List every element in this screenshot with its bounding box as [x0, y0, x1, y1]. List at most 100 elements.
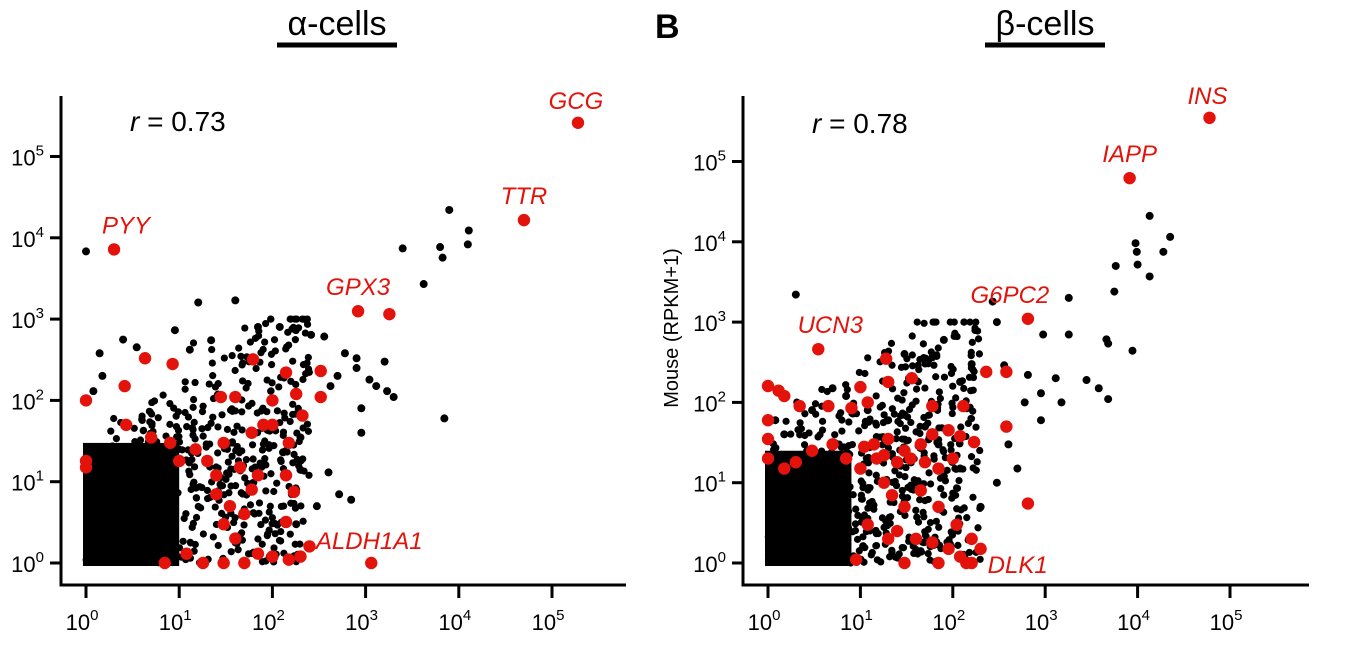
- alpha-cloud-point: [148, 460, 156, 468]
- beta-cloud-point: [782, 417, 790, 425]
- beta-cloud-point: [818, 426, 827, 434]
- beta-x-tick-label: 103: [1025, 607, 1058, 635]
- alpha-cloud-point: [208, 345, 216, 354]
- alpha-cloud-point: [228, 407, 236, 415]
- alpha-cloud-point: [293, 455, 301, 463]
- alpha-cloud-point: [103, 531, 111, 539]
- beta-gene-label: UCN3: [798, 312, 864, 339]
- beta-cloud-point: [781, 517, 789, 525]
- beta-cloud-point: [828, 520, 836, 528]
- alpha-cloud-point: [163, 489, 172, 497]
- alpha-cloud-point: [227, 482, 235, 490]
- alpha-gene-point: [320, 332, 329, 341]
- alpha-cloud-point: [254, 535, 262, 543]
- alpha-cloud-point: [96, 485, 104, 493]
- beta-cloud-point: [940, 491, 948, 499]
- beta-cloud-point: [891, 467, 899, 475]
- alpha-cloud-point: [151, 536, 159, 544]
- beta-cloud-point: [774, 515, 782, 523]
- beta-cloud-point: [947, 362, 955, 371]
- beta-cloud-point: [797, 425, 806, 433]
- beta-cloud-point: [912, 385, 921, 393]
- alpha-marker-gene-point: [314, 390, 327, 404]
- alpha-cloud-point: [146, 545, 154, 554]
- beta-gene-point: [791, 290, 800, 299]
- alpha-marker-gene-point: [217, 436, 230, 450]
- beta-cloud-point: [921, 360, 929, 368]
- alpha-cloud-point: [291, 540, 299, 548]
- alpha-cloud-point: [299, 424, 307, 432]
- alpha-cloud-point: [218, 411, 226, 419]
- beta-cloud-point: [811, 400, 820, 408]
- beta-cloud-point: [935, 523, 943, 531]
- alpha-y-tick-label: 103: [11, 305, 44, 333]
- beta-cloud-point: [809, 474, 817, 482]
- beta-cloud-point: [831, 431, 839, 439]
- beta-cloud-point: [913, 318, 921, 326]
- beta-cloud-point: [790, 498, 798, 506]
- beta-cloud-point: [792, 520, 801, 528]
- beta-cloud-point: [853, 535, 862, 543]
- alpha-gene-point: [185, 345, 194, 354]
- alpha-cloud-point: [263, 376, 271, 384]
- alpha-gene-label: GCG: [549, 88, 604, 115]
- beta-marker-gene-point: [980, 365, 993, 379]
- beta-cloud-point: [775, 509, 783, 517]
- alpha-cloud-point: [263, 408, 271, 416]
- beta-marker-gene-point: [854, 462, 867, 475]
- alpha-cloud-point: [139, 509, 147, 517]
- alpha-cloud-point: [291, 336, 299, 344]
- beta-cloud-point: [921, 497, 929, 505]
- beta-marker-gene-point: [909, 532, 923, 546]
- beta-cloud-point: [838, 470, 846, 478]
- beta-gene-point: [828, 384, 837, 393]
- alpha-gene-point: [438, 253, 447, 262]
- alpha-marker-gene-point: [383, 307, 396, 321]
- alpha-cloud-point: [246, 338, 254, 346]
- beta-gene-point: [1166, 232, 1175, 241]
- beta-cloud-point: [864, 354, 872, 362]
- beta-marker-gene-point: [761, 452, 775, 465]
- alpha-cloud-point: [102, 487, 111, 495]
- alpha-cloud-point: [270, 487, 278, 496]
- alpha-cloud-point: [286, 530, 294, 538]
- beta-marker-gene-point: [885, 488, 899, 502]
- beta-cloud-point: [872, 541, 881, 550]
- alpha-cloud-point: [271, 530, 279, 538]
- beta-cloud-point: [925, 411, 933, 419]
- beta-cloud-point: [891, 477, 899, 486]
- alpha-marker-gene-point: [158, 556, 171, 570]
- beta-cloud-point: [952, 394, 960, 402]
- beta-cloud-point: [882, 517, 890, 525]
- beta-cloud-point: [899, 544, 908, 552]
- beta-cloud-point: [872, 471, 880, 479]
- alpha-cloud-point: [135, 553, 143, 561]
- alpha-cloud-point: [190, 418, 198, 426]
- beta-cloud-point: [765, 513, 773, 521]
- alpha-marker-gene-point: [365, 556, 378, 570]
- alpha-cloud-point: [96, 478, 104, 486]
- beta-y-tick-label: 104: [693, 228, 726, 256]
- beta-y-ticks: 100 101 102 103 104 105: [693, 148, 743, 577]
- beta-cloud-point: [845, 484, 853, 492]
- beta-cloud-point: [900, 389, 908, 397]
- beta-cloud-point: [954, 541, 962, 549]
- beta-marker-gene-point: [877, 476, 891, 489]
- alpha-cloud-point: [265, 508, 273, 516]
- beta-marker-gene-point: [882, 375, 895, 389]
- beta-cloud-point: [901, 424, 910, 432]
- alpha-cloud-point: [242, 456, 250, 464]
- alpha-gene-point: [352, 364, 361, 373]
- beta-x-tick-label: 101: [840, 607, 873, 635]
- beta-marker-gene-point: [890, 524, 904, 538]
- alpha-cells-title: α-cells: [288, 5, 387, 43]
- alpha-marker-gene-point: [266, 394, 279, 407]
- alpha-cloud-point: [189, 519, 197, 527]
- alpha-gene-point: [463, 240, 472, 249]
- alpha-gene-point: [389, 393, 398, 402]
- alpha-cloud-point: [136, 436, 145, 444]
- beta-marker-gene-point: [812, 342, 825, 356]
- beta-marker-gene-point: [882, 532, 895, 546]
- alpha-marker-gene-point: [118, 379, 131, 393]
- beta-cloud-point: [842, 521, 850, 529]
